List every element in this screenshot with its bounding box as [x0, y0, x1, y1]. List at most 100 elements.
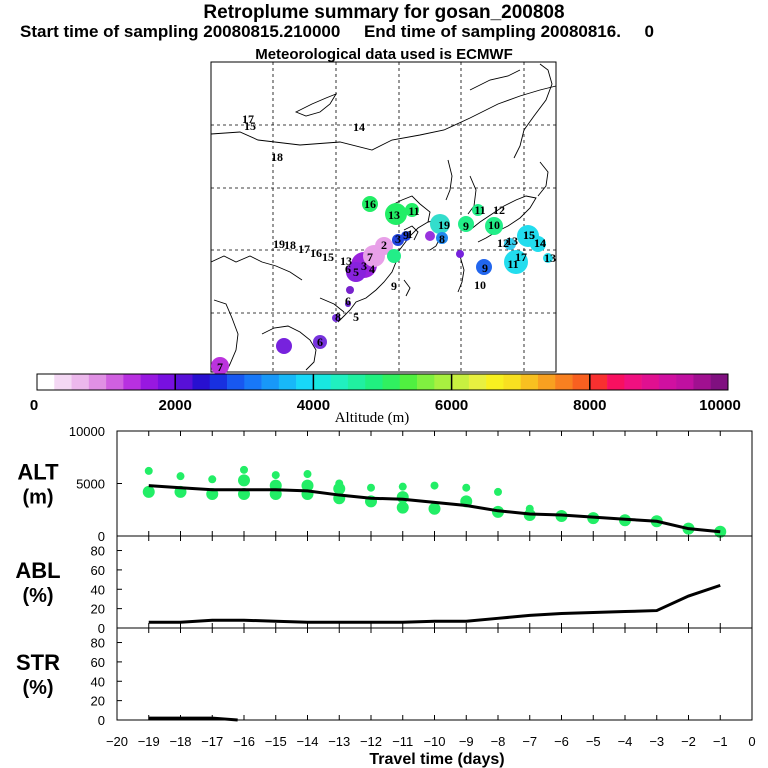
map-day-label: 8 — [439, 232, 445, 246]
map-day-label: 10 — [474, 278, 486, 292]
plume-marker — [436, 232, 448, 244]
plume-altitude-point — [176, 472, 185, 481]
x-axis-label: Travel time (days) — [369, 751, 504, 768]
map-day-label: 12 — [497, 236, 509, 250]
x-tick-label: −15 — [265, 734, 287, 749]
plume-marker — [530, 236, 546, 252]
map-day-label: 2 — [381, 238, 387, 252]
plume-marker — [345, 301, 351, 307]
series-line-alt — [148, 484, 721, 534]
map-day-label: 13 — [506, 234, 518, 248]
y-tick-label: 10000 — [69, 424, 105, 439]
plume-marker — [504, 250, 528, 274]
y-tick-label: 80 — [91, 544, 105, 559]
colorbar-swatch — [503, 374, 521, 390]
plume-altitude-point — [494, 487, 502, 496]
colorbar-swatch — [175, 374, 193, 390]
map-day-label: 19 — [438, 218, 450, 232]
map-day-label: 9 — [403, 228, 409, 242]
map-day-label: 11 — [408, 204, 419, 218]
plume-marker — [504, 238, 516, 250]
map-day-label: 11 — [507, 257, 518, 271]
colorbar-swatch — [468, 374, 487, 390]
plume-marker — [543, 253, 553, 263]
panel-ylabel-name: ALT — [17, 460, 59, 485]
colorbar-swatch — [261, 374, 280, 390]
map-day-label: 11 — [474, 203, 485, 217]
plume-altitude-point — [396, 491, 409, 504]
map-day-label: 6 — [345, 294, 351, 308]
plume-altitude-point — [301, 479, 314, 492]
colorbar-swatch — [693, 374, 712, 390]
map-day-label: 15 — [523, 228, 535, 242]
colorbar-swatch — [624, 374, 642, 390]
x-tick-label: −17 — [201, 734, 223, 749]
map-day-label: 17 — [515, 250, 527, 264]
x-tick-label: −10 — [423, 734, 445, 749]
x-tick-label: −16 — [233, 734, 255, 749]
map-day-label: 9 — [463, 219, 469, 233]
colorbar-tick-label: 4000 — [297, 397, 330, 414]
colorbar-swatch — [434, 374, 452, 390]
colorbar-swatch — [192, 374, 211, 390]
panel-ylabel-unit: (%) — [22, 677, 53, 699]
map-day-label: 1 — [407, 227, 413, 241]
map-day-label: 14 — [353, 120, 365, 134]
plume-marker — [401, 231, 411, 241]
plume-marker — [385, 203, 407, 225]
colorbar-axis-label: Altitude (m) — [335, 410, 410, 426]
chart-title: Retroplume summary for gosan_200808 — [203, 2, 565, 23]
map-frame — [210, 61, 557, 373]
colorbar-swatch — [520, 374, 539, 390]
x-tick-label: −19 — [138, 734, 160, 749]
colorbar-swatch — [313, 374, 331, 390]
plume-altitude-point — [303, 470, 312, 479]
map-day-label: 6 — [345, 262, 351, 276]
colorbar-swatch — [37, 374, 55, 390]
map-day-label: 19 — [273, 237, 285, 251]
colorbar-swatch — [140, 374, 159, 390]
series-line-str — [148, 716, 238, 722]
x-tick-label: −4 — [618, 734, 633, 749]
plume-marker — [472, 204, 484, 216]
map-day-label: 14 — [534, 236, 546, 250]
y-tick-label: 0 — [98, 529, 105, 544]
y-tick-label: 60 — [91, 655, 105, 670]
map-day-label: 18 — [284, 238, 296, 252]
map-day-label: 18 — [271, 150, 283, 164]
x-tick-label: −3 — [649, 734, 664, 749]
map-day-label: 13 — [544, 251, 556, 265]
map-day-label: 13 — [388, 208, 400, 222]
x-tick-label: −5 — [586, 734, 601, 749]
colorbar-swatch — [676, 374, 694, 390]
map-day-label: 10 — [488, 218, 500, 232]
colorbar-swatch — [589, 374, 608, 390]
colorbar-swatch — [54, 374, 72, 390]
colorbar-swatch — [157, 374, 176, 390]
map-day-label: 5 — [353, 265, 359, 279]
sampling-time-subtitle: Start time of sampling 20080815.210000 E… — [20, 22, 655, 41]
plume-marker — [362, 196, 378, 212]
map-day-label: 9 — [391, 279, 397, 293]
y-tick-label: 0 — [98, 621, 105, 636]
panel-abl: 0 20 40 60 80 ABL(%) — [15, 535, 753, 636]
y-tick-label: 20 — [91, 602, 105, 617]
panel-frame — [116, 535, 753, 629]
x-tick-label: −20 — [106, 734, 128, 749]
plume-altitude-point — [428, 502, 441, 515]
map-day-label: 3 — [361, 259, 367, 273]
panel-str: 0 20 40 60 80 STR(%) — [16, 627, 753, 728]
colorbar-swatch — [209, 374, 228, 390]
plume-marker — [387, 249, 401, 263]
plume-altitude-point — [208, 475, 217, 484]
colorbar-swatch — [227, 374, 245, 390]
colorbar-swatch — [106, 374, 124, 390]
panel-frame — [116, 627, 753, 721]
time-series-panels: 0500010000ALT(m)020406080ABL(%)020406080… — [15, 424, 755, 768]
map-day-label: 7 — [367, 250, 373, 264]
x-tick-label: −11 — [392, 734, 413, 749]
plume-altitude-point — [398, 482, 407, 491]
y-tick-label: 40 — [91, 582, 105, 597]
plume-marker — [458, 216, 474, 232]
